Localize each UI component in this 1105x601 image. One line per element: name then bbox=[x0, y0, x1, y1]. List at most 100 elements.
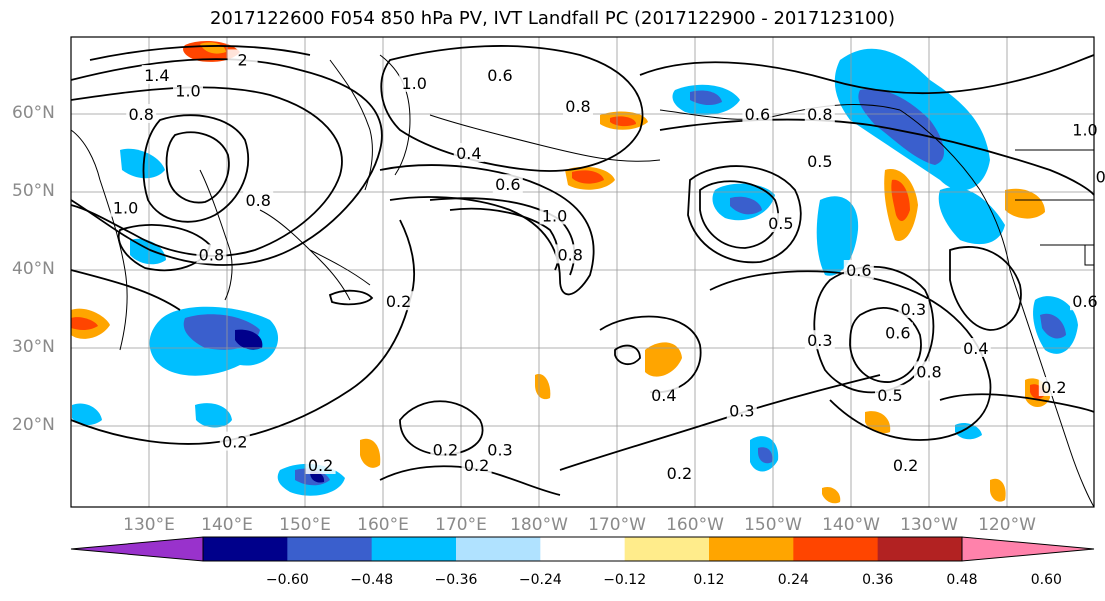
contour-label: 0.5 bbox=[768, 214, 793, 233]
contour-label: 0.6 bbox=[745, 105, 770, 124]
colorbar-segment bbox=[203, 537, 288, 561]
colorbar-label: 0.48 bbox=[946, 572, 978, 588]
lat-label-20: 20°N bbox=[12, 415, 55, 435]
contour-label: 0.4 bbox=[456, 144, 481, 163]
contour-label: 0.8 bbox=[199, 245, 224, 264]
contour-label-background bbox=[765, 213, 796, 233]
colorbar-label: −0.60 bbox=[265, 572, 309, 588]
contour-label: 1.4 bbox=[144, 66, 169, 85]
contour-label-background bbox=[555, 244, 586, 264]
contour-label: 0.6 bbox=[487, 66, 512, 85]
colorbar-label: −0.24 bbox=[518, 572, 562, 588]
lon-label-130e: 130°E bbox=[123, 515, 175, 535]
contour-label: 0.2 bbox=[308, 456, 333, 475]
contour-label: 0.3 bbox=[729, 401, 754, 420]
contour-label-background bbox=[1093, 166, 1105, 186]
coastlines bbox=[70, 54, 1095, 508]
contour-label-background bbox=[804, 330, 835, 350]
contour-label: 0.2 bbox=[433, 440, 458, 459]
contour-label-background bbox=[1070, 119, 1100, 139]
contour-label-background bbox=[461, 455, 492, 474]
contour-label: 2 bbox=[238, 50, 248, 69]
contour-label: 0.6 bbox=[846, 261, 871, 280]
contour-label-background bbox=[898, 299, 929, 318]
contour-label-background bbox=[843, 260, 874, 279]
lon-label-140w: 140°W bbox=[822, 515, 880, 535]
lon-label-160w: 160°W bbox=[666, 515, 724, 535]
contour-label-background bbox=[110, 197, 141, 217]
contour-label: 1.0 bbox=[113, 199, 138, 218]
colorbar-label: 0.12 bbox=[693, 572, 725, 588]
contour-label-background bbox=[664, 462, 695, 482]
contour-label-background bbox=[960, 338, 991, 357]
contour-label: 0.8 bbox=[245, 191, 270, 210]
colorbar-arrow-left bbox=[70, 536, 204, 562]
contour-label: 0.2 bbox=[893, 456, 918, 475]
lat-label-50: 50°N bbox=[12, 181, 55, 201]
contour-label-background bbox=[804, 150, 835, 170]
contour-label-background bbox=[492, 174, 523, 194]
lat-label-60: 60°N bbox=[12, 103, 55, 123]
contour-label: 0.2 bbox=[667, 464, 692, 483]
lon-label-120w: 120°W bbox=[978, 515, 1036, 535]
contour-label-background bbox=[875, 384, 905, 404]
colorbar-label: −0.12 bbox=[603, 572, 647, 588]
colorbar-segment bbox=[709, 537, 794, 561]
lon-label-140e: 140°E bbox=[201, 515, 253, 535]
contour-label: 0.8 bbox=[557, 245, 582, 264]
contour-label-background bbox=[890, 455, 921, 474]
colorbar-segment bbox=[287, 537, 373, 561]
contour-label: 0.6 bbox=[495, 175, 520, 194]
contour-label-background bbox=[227, 49, 258, 69]
lon-label-180w: 180°W bbox=[510, 515, 568, 535]
colorbar-outline bbox=[202, 536, 963, 562]
contour-label: 0.8 bbox=[128, 105, 153, 124]
contour-label-background bbox=[126, 104, 157, 123]
contour-label-background bbox=[563, 96, 593, 116]
pv-shading bbox=[71, 40, 1078, 504]
colorbar-label: −0.48 bbox=[350, 572, 394, 588]
contour-label: 0.5 bbox=[877, 386, 902, 405]
lon-label-150w: 150°W bbox=[744, 515, 802, 535]
contour-label: 0.8 bbox=[565, 97, 590, 116]
contour-label-background bbox=[1070, 291, 1100, 311]
contour-label-background bbox=[173, 80, 203, 100]
colorbar-segment bbox=[456, 537, 541, 561]
contour-label-background bbox=[914, 361, 944, 381]
contour-label-background bbox=[430, 439, 461, 459]
lon-label-170w: 170°W bbox=[588, 515, 646, 535]
colorbar-segment bbox=[540, 537, 626, 561]
contour-label: 0.4 bbox=[963, 339, 988, 358]
contour-label: 0.6 bbox=[885, 323, 910, 342]
contour-label-background bbox=[399, 72, 430, 92]
contour-label: 0.2 bbox=[464, 456, 489, 475]
contour-labels: 1.4 1.0 2 0.8 1.0 0.8 0.8 1.0 0.6 0.8 0.4 0.6 1.0 0.8… bbox=[110, 49, 1105, 483]
contour-label-background bbox=[539, 205, 570, 225]
contour-label: 0.8 bbox=[1096, 167, 1105, 186]
contour-label: 0.5 bbox=[807, 152, 832, 171]
colorbar-segment bbox=[371, 537, 457, 561]
contour-label: 1.0 bbox=[401, 74, 426, 93]
contour-label: 0.3 bbox=[487, 440, 512, 459]
contour-label-background bbox=[219, 431, 250, 451]
colorbar-arrow-right bbox=[961, 536, 1095, 562]
contour-label: 0.8 bbox=[916, 362, 941, 381]
contour-label-background bbox=[485, 65, 515, 84]
contour-label-background bbox=[196, 244, 227, 264]
contour-label-background bbox=[243, 189, 274, 209]
lat-label-40: 40°N bbox=[12, 259, 55, 279]
contour-label: 1.0 bbox=[542, 206, 567, 225]
contour-label: 1.0 bbox=[1072, 121, 1097, 140]
contour-label-background bbox=[453, 143, 484, 162]
contour-label-background bbox=[726, 400, 757, 420]
contour-label-background bbox=[648, 384, 679, 404]
contour-label: 0.3 bbox=[901, 300, 926, 319]
contour-label: 0.2 bbox=[222, 433, 247, 452]
colorbar-label: 0.36 bbox=[862, 572, 894, 588]
contour-label-background bbox=[305, 455, 336, 474]
contour-label: 0.6 bbox=[1072, 292, 1097, 311]
contour-label-background bbox=[141, 65, 172, 84]
colorbar-segment bbox=[624, 537, 710, 561]
lon-label-170e: 170°E bbox=[435, 515, 487, 535]
